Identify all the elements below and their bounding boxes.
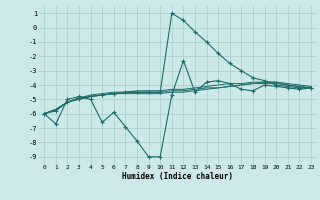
- X-axis label: Humidex (Indice chaleur): Humidex (Indice chaleur): [122, 172, 233, 181]
